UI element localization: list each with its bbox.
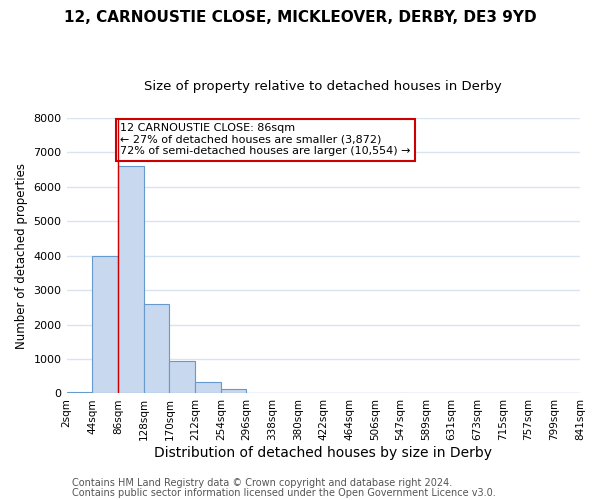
Bar <box>143 304 169 394</box>
Bar <box>195 382 221 394</box>
X-axis label: Distribution of detached houses by size in Derby: Distribution of detached houses by size … <box>154 446 492 460</box>
Text: Contains HM Land Registry data © Crown copyright and database right 2024.: Contains HM Land Registry data © Crown c… <box>72 478 452 488</box>
Bar <box>92 256 118 394</box>
Text: Contains public sector information licensed under the Open Government Licence v3: Contains public sector information licen… <box>72 488 496 498</box>
Bar <box>169 360 195 394</box>
Y-axis label: Number of detached properties: Number of detached properties <box>15 162 28 348</box>
Bar <box>221 390 247 394</box>
Text: 12, CARNOUSTIE CLOSE, MICKLEOVER, DERBY, DE3 9YD: 12, CARNOUSTIE CLOSE, MICKLEOVER, DERBY,… <box>64 10 536 25</box>
Text: 12 CARNOUSTIE CLOSE: 86sqm
← 27% of detached houses are smaller (3,872)
72% of s: 12 CARNOUSTIE CLOSE: 86sqm ← 27% of deta… <box>121 123 411 156</box>
Title: Size of property relative to detached houses in Derby: Size of property relative to detached ho… <box>145 80 502 93</box>
Bar <box>67 392 92 394</box>
Bar <box>118 166 143 394</box>
